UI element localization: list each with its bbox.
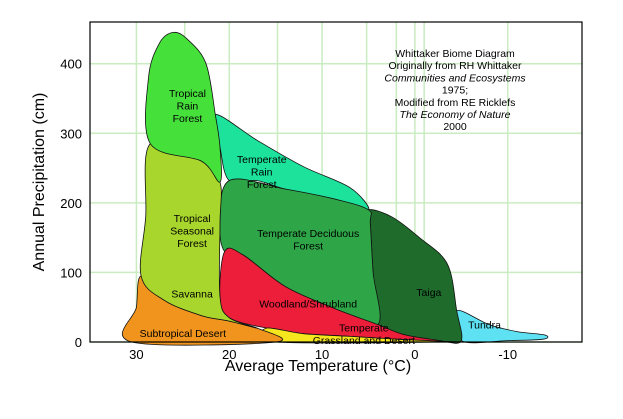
biome-label-tropical-rain-forest: Forest bbox=[173, 113, 203, 125]
annotation-line: Whittaker Biome Diagram bbox=[395, 48, 515, 60]
annotation-line: Originally from RH Whittaker bbox=[388, 60, 522, 72]
biome-label-tropical-rain-forest: Rain bbox=[177, 100, 199, 112]
x-tick-label: -10 bbox=[498, 347, 517, 362]
y-tick-label: 0 bbox=[75, 335, 82, 350]
annotation-line: The Economy of Nature bbox=[400, 109, 511, 121]
biome-tropical-rain-forest bbox=[145, 31, 222, 183]
annotation-line: 2000 bbox=[443, 121, 467, 133]
y-axis-label: Annual Precipitation (cm) bbox=[31, 93, 48, 272]
biome-label-subtropical-desert: Subtropical Desert bbox=[140, 328, 226, 340]
x-tick-label: 30 bbox=[129, 347, 143, 362]
biome-label-temperate-grassland-and-desert: Temperate bbox=[339, 322, 389, 334]
biome-label-tropical-seasonal-forest: Tropical bbox=[174, 213, 211, 225]
annotation-line: 1975; bbox=[442, 85, 468, 97]
annotation-line: Modified from RE Ricklefs bbox=[395, 97, 516, 109]
biome-temperate-grassland-and-desert bbox=[257, 327, 458, 344]
biome-label-temperate-rain-forest: Forest bbox=[247, 179, 277, 191]
x-tick-label: 0 bbox=[411, 347, 418, 362]
biome-label-temperate-grassland-and-desert: Grassland and Desert bbox=[313, 335, 415, 347]
x-tick-label: 10 bbox=[315, 347, 329, 362]
biome-regions bbox=[121, 31, 549, 346]
biome-label-temperate-deciduous-forest: Forest bbox=[293, 240, 323, 252]
biome-label-temperate-rain-forest: Rain bbox=[251, 167, 273, 179]
biome-label-savanna: Savanna bbox=[171, 288, 213, 300]
biome-label-temperate-deciduous-forest: Temperate Deciduous bbox=[257, 228, 359, 240]
biome-label-temperate-rain-forest: Temperate bbox=[237, 154, 287, 166]
biome-label-tropical-seasonal-forest: Forest bbox=[177, 238, 207, 250]
biome-label-tropical-rain-forest: Tropical bbox=[169, 88, 206, 100]
biome-label-taiga: Taiga bbox=[416, 287, 441, 299]
annotation-line: Communities and Ecosystems bbox=[384, 72, 526, 84]
biome-label-tropical-seasonal-forest: Seasonal bbox=[170, 226, 214, 238]
biome-label-woodland-shrubland: Woodland/Shrubland bbox=[259, 299, 357, 311]
y-tick-label: 400 bbox=[60, 57, 82, 72]
x-tick-label: 20 bbox=[222, 347, 236, 362]
biome-label-tundra: Tundra bbox=[468, 320, 501, 332]
y-tick-label: 300 bbox=[60, 126, 82, 141]
plot-frame bbox=[89, 21, 583, 343]
x-axis-label: Average Temperature (°C) bbox=[225, 358, 411, 375]
biome-labels: TundraTaigaTemperateRainForestTemperate … bbox=[140, 88, 501, 347]
y-tick-label: 100 bbox=[60, 265, 82, 280]
y-tick-label: 200 bbox=[60, 196, 82, 211]
